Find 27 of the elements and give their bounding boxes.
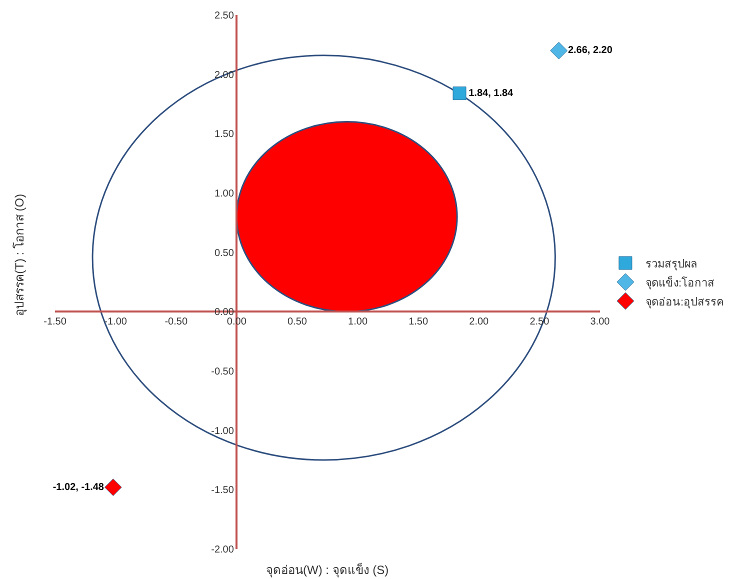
y-tick-label: -1.50 <box>211 485 234 496</box>
y-tick-label: 1.00 <box>214 188 234 200</box>
data-label: -1.02, -1.48 <box>52 482 104 493</box>
y-tick-label: 0.50 <box>214 248 234 259</box>
point <box>550 42 568 60</box>
x-tick-label: 2.00 <box>469 316 490 328</box>
y-tick-label: -0.50 <box>211 366 234 378</box>
x-tick-label: -0.50 <box>164 316 188 328</box>
x-tick-label: -1.50 <box>44 316 67 328</box>
x-tick-label: 1.50 <box>408 316 428 328</box>
x-tick-label: 1.00 <box>348 316 368 328</box>
x-axis-title: จุดอ่อน(W) : จุดแข็ง (S) <box>266 562 389 578</box>
data-label: 1.84, 1.84 <box>468 88 514 99</box>
point <box>452 86 466 100</box>
y-tick-label: -1.00 <box>211 426 234 437</box>
y-axis-title: อุปสรรค(T) : โอกาส (O) <box>12 194 28 316</box>
x-tick-label: -1.00 <box>104 316 128 328</box>
x-tick-label: 0.50 <box>287 316 308 328</box>
y-tick-label: 1.50 <box>214 129 234 140</box>
y-tick-label: -2.00 <box>211 544 234 556</box>
data-label: 2.66, 2.20 <box>568 45 613 56</box>
legend-label: จุดอ่อน:อุปสรรค <box>645 296 724 308</box>
x-tick-label: 3.00 <box>590 316 610 328</box>
legend-label: รวมสรุปผล <box>645 258 698 270</box>
point <box>104 478 122 496</box>
y-tick-label: 2.50 <box>214 10 234 22</box>
legend-label: จุดแข็ง:โอกาส <box>645 275 715 290</box>
